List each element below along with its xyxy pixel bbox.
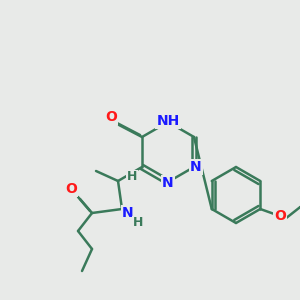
Text: N: N [190,160,202,174]
Text: O: O [274,209,286,223]
Text: H: H [127,170,137,184]
Text: H: H [133,217,143,230]
Text: N: N [162,176,174,190]
Text: O: O [105,110,117,124]
Text: N: N [122,206,134,220]
Text: O: O [65,182,77,196]
Text: NH: NH [156,114,180,128]
